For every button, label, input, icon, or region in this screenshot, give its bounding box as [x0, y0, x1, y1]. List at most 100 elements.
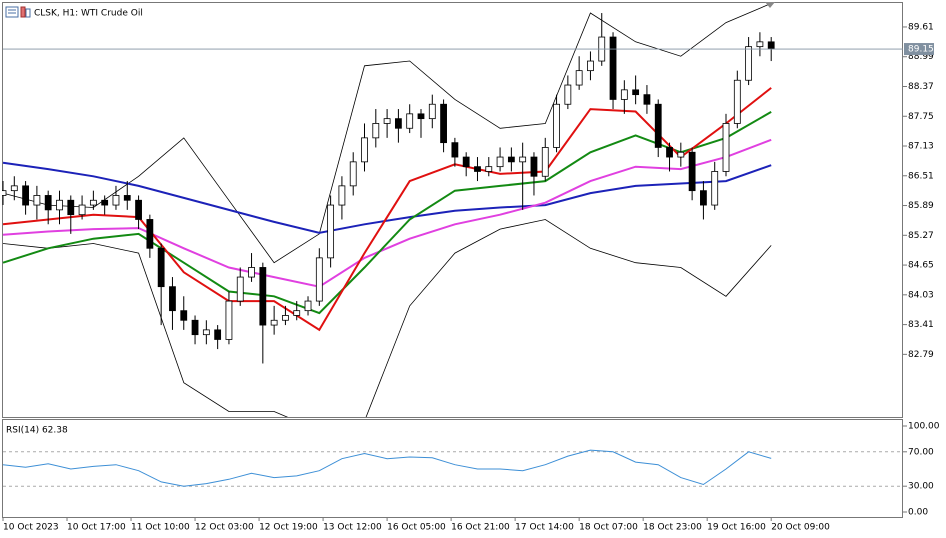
candle-body — [767, 41, 775, 50]
indicator-line — [2, 138, 772, 288]
candle-body — [2, 190, 7, 196]
candle-body — [462, 156, 470, 168]
candle-body — [440, 103, 447, 144]
rsi-panel — [2, 419, 903, 518]
x-tick-label: 13 Oct 12:00 — [323, 523, 382, 533]
header-icons — [5, 6, 31, 18]
indicator-line — [2, 87, 772, 332]
candle-body — [609, 36, 617, 100]
candle-body — [33, 195, 41, 206]
x-tick-label: 16 Oct 05:00 — [387, 523, 446, 533]
candle-body — [519, 156, 527, 163]
candle-body — [112, 195, 120, 206]
candle-body — [236, 276, 244, 302]
candle-body — [89, 199, 97, 206]
candle-body — [293, 310, 301, 316]
candle-body — [361, 137, 368, 163]
candle-body — [406, 113, 414, 129]
candle-body — [372, 123, 380, 139]
y-tick-label: 84.03 — [908, 290, 934, 300]
x-tick-label: 18 Oct 07:00 — [579, 523, 638, 533]
y-tick-label: 85.89 — [908, 201, 934, 211]
x-tick-label: 19 Oct 16:00 — [707, 523, 766, 533]
y-tick-label: 87.13 — [908, 142, 934, 152]
chart-title: CLSK, H1: WTI Crude Oil — [34, 9, 143, 19]
y-tick-label: 70.00 — [908, 447, 934, 457]
x-tick-label: 11 Oct 10:00 — [131, 523, 190, 533]
candle-body — [123, 195, 131, 201]
rsi-plot — [2, 449, 903, 487]
candle-body — [553, 103, 560, 148]
candle-body — [44, 195, 52, 211]
y-tick-label: 86.51 — [908, 171, 934, 181]
candle-body — [202, 329, 210, 336]
candle-body — [315, 257, 323, 302]
icon — [20, 6, 26, 18]
candle-body — [78, 204, 86, 216]
candle-body — [135, 199, 142, 220]
last-price-box — [904, 43, 934, 56]
candle-body — [654, 103, 662, 148]
candle-body — [10, 185, 18, 192]
candle-body — [101, 199, 109, 206]
x-tick-label: 20 Oct 09:00 — [771, 523, 830, 533]
main-plot — [2, 3, 903, 417]
icon — [25, 8, 31, 18]
candle-body — [282, 315, 289, 321]
candle-body — [451, 142, 459, 158]
indicator-line — [2, 449, 772, 487]
y-tick-label: 0.00 — [908, 508, 928, 518]
candle-body — [338, 185, 346, 206]
candle-body — [259, 267, 267, 326]
candle-body — [507, 156, 515, 163]
y-tick-label: 85.27 — [908, 231, 934, 241]
x-tick-label: 10 Oct 17:00 — [67, 523, 126, 533]
main-panel — [2, 2, 903, 418]
candle-body — [745, 46, 753, 81]
last-price-label: 89.15 — [908, 45, 934, 55]
candle-body — [304, 300, 312, 312]
indicator-line — [2, 219, 772, 417]
candle-body — [428, 103, 436, 120]
candle-body — [214, 329, 222, 340]
candle-body — [733, 79, 741, 124]
rsi-title: RSI(14) 62.38 — [6, 426, 68, 436]
candle-body — [632, 89, 640, 96]
candle-body — [191, 319, 199, 336]
candle-body — [56, 199, 63, 211]
candle-body — [711, 171, 719, 206]
candle-body — [394, 118, 402, 129]
candle-body — [575, 70, 583, 86]
y-tick-label: 89.61 — [908, 22, 934, 32]
indicator-line — [2, 161, 772, 234]
y-tick-label: 84.65 — [908, 261, 934, 271]
x-tick-label: 17 Oct 14:00 — [515, 523, 574, 533]
x-tick-label: 12 Oct 19:00 — [259, 523, 318, 533]
shift-marker — [765, 2, 775, 8]
y-tick-label: 82.79 — [908, 350, 934, 360]
candle-body — [225, 300, 233, 340]
candle-body — [169, 286, 176, 312]
candle-body — [530, 156, 538, 177]
y-tick-label: 83.41 — [908, 320, 934, 330]
indicator-line — [2, 111, 772, 315]
icon — [5, 6, 19, 18]
candle-body — [417, 113, 425, 120]
candle-body — [327, 204, 335, 259]
candle-body — [22, 185, 29, 206]
candle-body — [383, 118, 391, 124]
y-tick-label: 100.00 — [908, 422, 940, 432]
x-tick-label: 18 Oct 23:00 — [643, 523, 702, 533]
indicator-line — [2, 3, 772, 264]
candle-body — [270, 319, 278, 326]
candle-body — [620, 89, 628, 100]
candle-body — [157, 247, 165, 288]
x-tick-label: 10 Oct 2023 — [3, 523, 59, 533]
y-tick-label: 88.99 — [908, 52, 934, 62]
x-tick-label: 12 Oct 03:00 — [195, 523, 254, 533]
candle-body — [248, 267, 255, 278]
candle-body — [722, 123, 730, 172]
candle-body — [496, 156, 504, 168]
candle-body — [688, 151, 696, 192]
